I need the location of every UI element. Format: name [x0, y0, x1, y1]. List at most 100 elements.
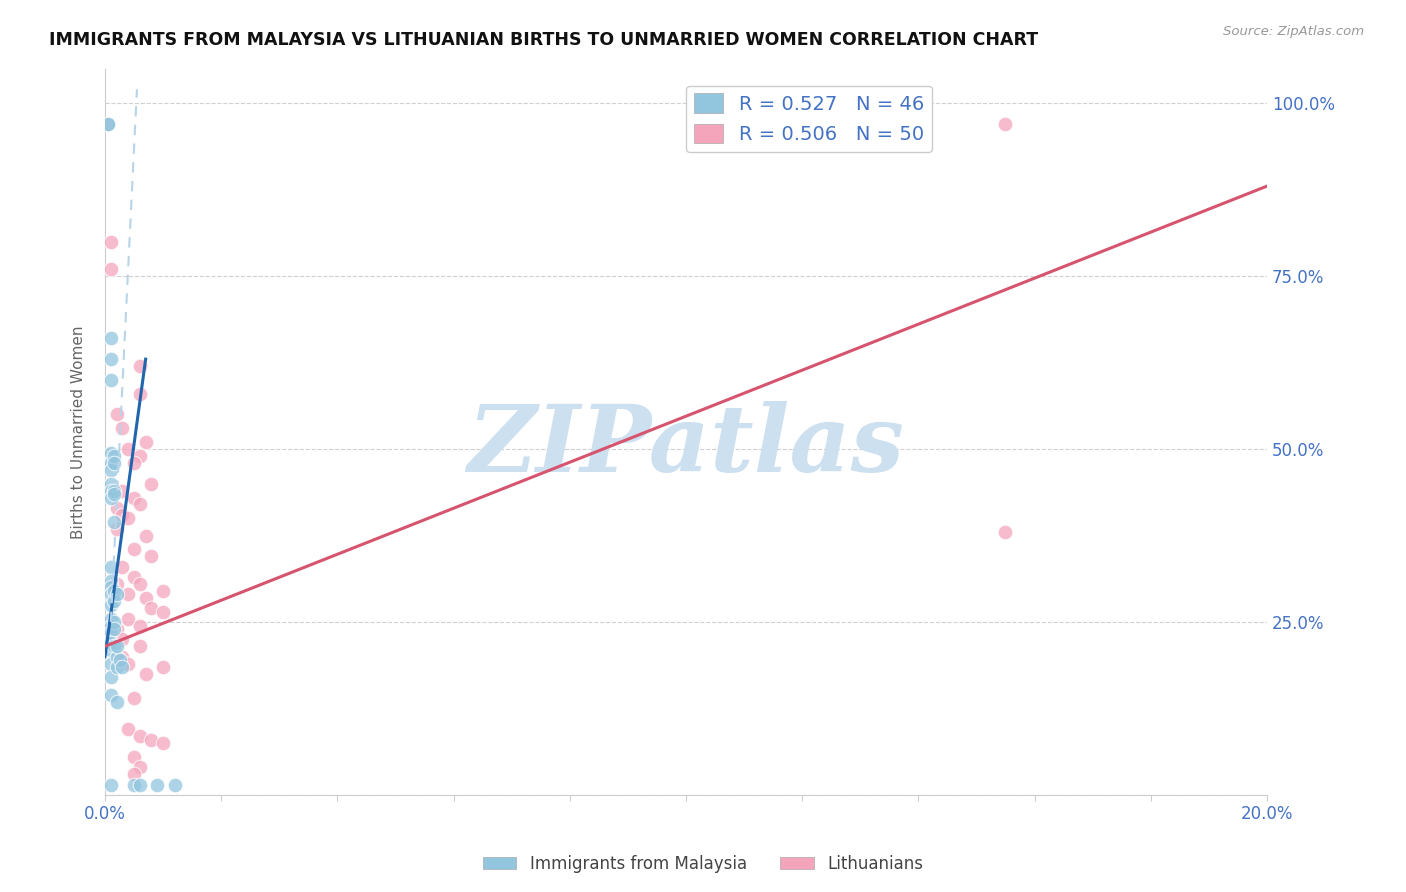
- Point: [100, 373, 122, 387]
- Point: [122, 778, 145, 792]
- Point: [103, 583, 125, 598]
- Point: [111, 421, 134, 435]
- Point: [103, 483, 125, 498]
- Point: [103, 615, 125, 629]
- Point: [100, 483, 122, 498]
- Point: [103, 594, 125, 608]
- Point: [100, 574, 122, 588]
- Point: [122, 570, 145, 584]
- Point: [117, 657, 139, 671]
- Point: [105, 577, 128, 591]
- Point: [105, 500, 128, 515]
- Point: [103, 487, 125, 501]
- Point: [100, 618, 122, 632]
- Point: [105, 660, 128, 674]
- Point: [117, 587, 139, 601]
- Point: [100, 476, 122, 491]
- Point: [105, 649, 128, 664]
- Point: [128, 618, 150, 632]
- Point: [108, 653, 131, 667]
- Point: [135, 528, 157, 542]
- Point: [105, 695, 128, 709]
- Point: [111, 649, 134, 664]
- Point: [100, 612, 122, 626]
- Point: [100, 262, 122, 277]
- Point: [100, 598, 122, 612]
- Point: [100, 688, 122, 702]
- Point: [152, 583, 174, 598]
- Point: [163, 778, 186, 792]
- Point: [128, 729, 150, 743]
- Y-axis label: Births to Unmarried Women: Births to Unmarried Women: [72, 325, 86, 539]
- Point: [152, 736, 174, 750]
- Point: [128, 359, 150, 373]
- Point: [117, 442, 139, 456]
- Text: ZIPatlas: ZIPatlas: [467, 401, 904, 491]
- Point: [111, 508, 134, 522]
- Point: [100, 352, 122, 367]
- Point: [128, 449, 150, 463]
- Point: [122, 542, 145, 557]
- Point: [141, 732, 163, 747]
- Point: [100, 463, 122, 477]
- Point: [122, 691, 145, 706]
- Point: [128, 498, 150, 512]
- Point: [100, 670, 122, 684]
- Point: [141, 601, 163, 615]
- Point: [100, 491, 122, 505]
- Legend: R = 0.527   N = 46, R = 0.506   N = 50: R = 0.527 N = 46, R = 0.506 N = 50: [686, 86, 932, 152]
- Point: [100, 778, 122, 792]
- Point: [994, 117, 1017, 131]
- Point: [111, 660, 134, 674]
- Point: [105, 640, 128, 654]
- Point: [111, 559, 134, 574]
- Point: [128, 577, 150, 591]
- Point: [111, 483, 134, 498]
- Text: IMMIGRANTS FROM MALAYSIA VS LITHUANIAN BIRTHS TO UNMARRIED WOMEN CORRELATION CHA: IMMIGRANTS FROM MALAYSIA VS LITHUANIAN B…: [49, 31, 1039, 49]
- Point: [141, 476, 163, 491]
- Point: [135, 435, 157, 450]
- Point: [103, 456, 125, 470]
- Point: [128, 386, 150, 401]
- Point: [117, 612, 139, 626]
- Point: [97, 117, 120, 131]
- Point: [100, 456, 122, 470]
- Point: [122, 750, 145, 764]
- Point: [103, 515, 125, 529]
- Point: [117, 511, 139, 525]
- Point: [128, 778, 150, 792]
- Point: [122, 456, 145, 470]
- Point: [105, 622, 128, 636]
- Point: [103, 640, 125, 654]
- Point: [105, 408, 128, 422]
- Point: [105, 522, 128, 536]
- Point: [141, 549, 163, 564]
- Point: [103, 622, 125, 636]
- Point: [117, 723, 139, 737]
- Point: [100, 445, 122, 459]
- Point: [103, 449, 125, 463]
- Text: Source: ZipAtlas.com: Source: ZipAtlas.com: [1223, 25, 1364, 38]
- Legend: Immigrants from Malaysia, Lithuanians: Immigrants from Malaysia, Lithuanians: [477, 848, 929, 880]
- Point: [128, 640, 150, 654]
- Point: [100, 636, 122, 650]
- Point: [135, 667, 157, 681]
- Point: [100, 587, 122, 601]
- Point: [146, 778, 169, 792]
- Point: [97, 117, 120, 131]
- Point: [122, 491, 145, 505]
- Point: [128, 760, 150, 774]
- Point: [100, 235, 122, 249]
- Point: [100, 642, 122, 657]
- Point: [135, 591, 157, 605]
- Point: [100, 625, 122, 640]
- Point: [97, 117, 120, 131]
- Point: [105, 587, 128, 601]
- Point: [100, 657, 122, 671]
- Point: [994, 525, 1017, 540]
- Point: [100, 581, 122, 595]
- Point: [111, 632, 134, 647]
- Point: [100, 331, 122, 345]
- Point: [100, 559, 122, 574]
- Point: [122, 767, 145, 781]
